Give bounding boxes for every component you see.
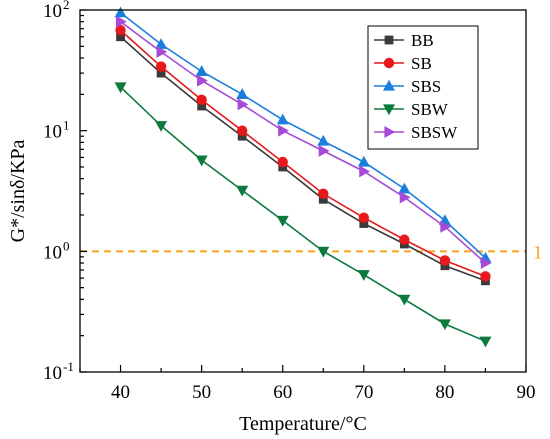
- legend-marker-sb: [383, 57, 395, 69]
- data-point-sbs-40: [114, 6, 127, 18]
- data-point-sbw-80: [438, 319, 451, 331]
- data-point-sbw-55: [236, 185, 249, 197]
- data-point-sb-85: [480, 271, 491, 282]
- data-point-sbsw-40: [115, 15, 127, 28]
- y-tick-exponent-10: 1: [63, 118, 70, 133]
- y-tick-label-0.1: 10: [43, 363, 62, 384]
- x-tick-label-70: 70: [354, 382, 373, 403]
- y-tick-label-10: 10: [43, 122, 62, 143]
- data-point-sbs-50: [195, 65, 208, 76]
- y-axis-label: G*/sinδ/KPa: [7, 139, 29, 242]
- series-line-sbw: [119, 86, 486, 342]
- legend-marker-bb: [384, 35, 394, 45]
- data-point-sbsw-65: [318, 144, 330, 157]
- x-tick-label-80: 80: [435, 382, 454, 403]
- y-tick-exponent-1: 0: [63, 238, 70, 253]
- data-point-sbw-85: [479, 336, 492, 348]
- data-point-sbs-75: [398, 182, 411, 194]
- data-point-sbsw-60: [278, 124, 289, 137]
- data-point-sb-40: [115, 25, 126, 36]
- x-tick-label-40: 40: [111, 382, 130, 403]
- data-point-sbw-50: [195, 155, 208, 167]
- legend-item-sbw: SBW: [374, 100, 449, 119]
- data-point-sbsw-70: [359, 165, 371, 178]
- x-tick-label-60: 60: [273, 382, 292, 403]
- data-point-bb-55: [237, 131, 247, 141]
- legend-label-bb: BB: [411, 31, 434, 50]
- legend-item-sb: SB: [374, 54, 432, 73]
- plot-frame: [79, 9, 527, 373]
- data-point-bb-70: [359, 219, 369, 228]
- data-point-sb-50: [196, 94, 207, 106]
- series-line-sbsw: [120, 21, 486, 264]
- data-point-bb-65: [318, 194, 328, 204]
- data-point-bb-80: [440, 261, 450, 271]
- series-line-bb: [120, 36, 486, 282]
- data-point-sbs-55: [236, 88, 249, 99]
- data-point-sbsw-45: [156, 45, 168, 58]
- series-sbw: [114, 82, 492, 348]
- legend-item-bb: BB: [374, 31, 434, 50]
- data-point-sbw-40: [114, 82, 127, 94]
- legend-marker-sbw: [383, 104, 395, 116]
- x-axis-label: Temperature/°C: [239, 413, 367, 435]
- x-tick-label-50: 50: [192, 382, 211, 403]
- legend-item-sbsw: SBSW: [374, 123, 458, 142]
- data-point-sbsw-50: [197, 74, 208, 87]
- data-point-sbw-45: [155, 121, 168, 132]
- series-line-sb: [120, 29, 486, 278]
- legend: BB SB SBS SBW SBSW: [367, 25, 479, 150]
- data-point-sbw-60: [276, 215, 289, 227]
- reference-line-label: 1: [533, 242, 543, 263]
- series-sb: [115, 25, 491, 282]
- data-point-sbs-70: [357, 155, 370, 167]
- series-sbs: [114, 6, 492, 263]
- data-point-sbsw-75: [399, 191, 411, 204]
- data-point-sbsw-85: [480, 257, 492, 270]
- data-point-sb-45: [155, 61, 167, 72]
- legend-item-sbs: SBS: [374, 77, 441, 96]
- data-point-sb-75: [399, 234, 410, 245]
- data-point-sb-55: [236, 125, 248, 136]
- series-sbsw: [115, 15, 492, 270]
- data-point-bb-50: [197, 101, 207, 111]
- data-point-sbw-75: [398, 294, 411, 306]
- data-point-sb-65: [318, 188, 329, 199]
- legend-marker-sbsw: [384, 126, 396, 138]
- y-tick-exponent-0.1: -1: [63, 359, 74, 374]
- series-line-sbs: [120, 12, 486, 259]
- y-tick-exponent-100: 2: [63, 0, 70, 12]
- legend-label-sb: SB: [411, 54, 432, 73]
- x-tick-label-90: 90: [517, 382, 536, 403]
- legend-label-sbs: SBS: [411, 77, 441, 96]
- y-tick-label-100: 10: [43, 1, 62, 22]
- data-point-sb-70: [358, 212, 370, 223]
- legend-label-sbsw: SBSW: [411, 123, 458, 142]
- data-point-sbs-65: [317, 134, 330, 146]
- data-point-sb-60: [277, 156, 288, 168]
- legend-label-sbw: SBW: [411, 100, 449, 119]
- data-point-bb-40: [116, 32, 125, 42]
- y-tick-label-1: 10: [43, 242, 62, 263]
- data-point-sbsw-80: [440, 220, 452, 233]
- data-point-sb-80: [439, 255, 451, 266]
- data-point-sbw-70: [357, 270, 370, 281]
- data-point-sbs-60: [276, 113, 289, 125]
- data-point-sbs-45: [155, 38, 168, 49]
- data-point-sbw-65: [317, 246, 330, 258]
- legend-marker-sbs: [383, 79, 395, 91]
- data-point-sbsw-55: [237, 98, 249, 111]
- data-point-bb-45: [156, 68, 166, 78]
